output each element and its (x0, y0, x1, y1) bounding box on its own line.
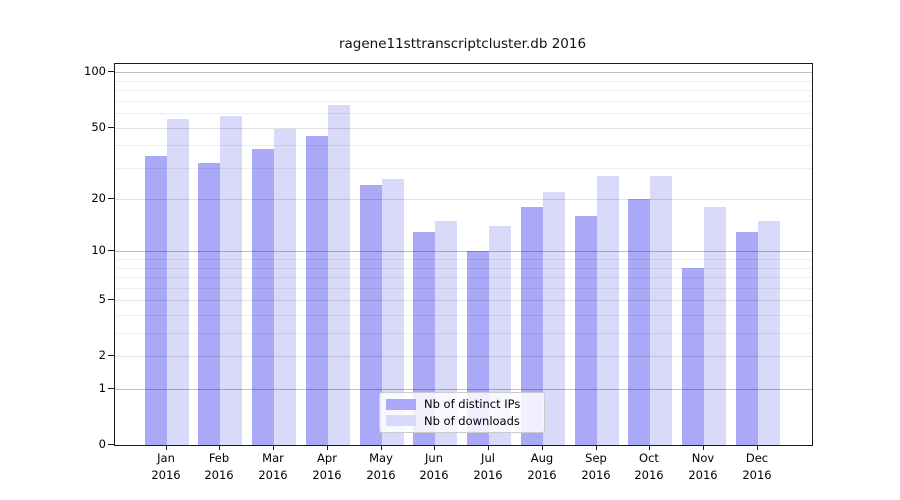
gridline-80 (115, 90, 812, 91)
legend-label-distinct-ips: Nb of distinct IPs (424, 397, 521, 412)
gridline-50 (115, 128, 812, 129)
grid-layer (115, 64, 812, 445)
x-tick-label-oct: Oct 2016 (634, 451, 664, 482)
legend-swatch-distinct-ips (386, 398, 416, 410)
bar-distinct-ips-jan (145, 156, 167, 445)
y-tick-mark-50 (108, 127, 114, 128)
legend: Nb of distinct IPs Nb of downloads (379, 392, 545, 433)
gridline-2 (115, 356, 812, 357)
x-tick-label-jul: Jul 2016 (473, 451, 503, 482)
y-tick-label-10: 10 (91, 243, 106, 257)
y-tick-label-100: 100 (84, 64, 106, 78)
y-tick-label-1: 1 (98, 381, 106, 395)
bar-downloads-apr (328, 105, 350, 445)
gridline-20 (115, 199, 812, 200)
bar-distinct-ips-dec (736, 232, 758, 445)
x-tick-label-nov: Nov 2016 (688, 451, 718, 482)
x-tick-mark-dec (757, 445, 758, 450)
chart-title: ragene11sttranscriptcluster.db 2016 (338, 36, 587, 52)
bar-distinct-ips-mar (252, 149, 274, 445)
x-tick-mark-nov (703, 445, 704, 450)
gridline-100 (115, 72, 812, 73)
gridline-9 (115, 259, 812, 260)
legend-swatch-downloads (386, 415, 416, 427)
y-tick-label-5: 5 (98, 292, 106, 306)
x-tick-label-jun: Jun 2016 (419, 451, 449, 482)
y-tick-mark-5 (108, 299, 114, 300)
x-tick-label-sep: Sep 2016 (581, 451, 611, 482)
gridline-70 (115, 101, 812, 102)
x-tick-label-may: May 2016 (366, 451, 396, 482)
gridline-30 (115, 168, 812, 169)
gridline-6 (115, 288, 812, 289)
x-tick-mark-mar (273, 445, 274, 450)
y-tick-label-20: 20 (91, 191, 106, 205)
x-tick-mark-may (381, 445, 382, 450)
x-tick-mark-aug (542, 445, 543, 450)
y-tick-label-50: 50 (91, 120, 106, 134)
gridline-10 (115, 251, 812, 252)
bar-downloads-oct (650, 176, 672, 445)
y-tick-mark-2 (108, 355, 114, 356)
bar-downloads-dec (758, 221, 780, 445)
x-tick-mark-apr (327, 445, 328, 450)
gridline-4 (115, 315, 812, 316)
bar-downloads-feb (220, 116, 242, 445)
bar-distinct-ips-nov (682, 268, 704, 445)
y-tick-mark-10 (108, 250, 114, 251)
x-tick-mark-feb (219, 445, 220, 450)
bar-distinct-ips-feb (198, 163, 220, 445)
bar-downloads-jan (167, 119, 189, 445)
legend-item-distinct-ips: Nb of distinct IPs (386, 397, 538, 411)
gridline-7 (115, 277, 812, 278)
y-tick-label-0: 0 (98, 437, 106, 451)
y-tick-label-2: 2 (98, 348, 106, 362)
x-tick-mark-jul (488, 445, 489, 450)
bar-distinct-ips-apr (306, 136, 328, 445)
x-tick-mark-jan (166, 445, 167, 450)
y-tick-mark-0 (108, 444, 114, 445)
x-tick-label-mar: Mar 2016 (258, 451, 288, 482)
bar-downloads-mar (274, 129, 296, 445)
gridline-3 (115, 333, 812, 334)
gridline-90 (115, 81, 812, 82)
bars-layer (115, 64, 812, 445)
x-tick-label-feb: Feb 2016 (204, 451, 234, 482)
gridline-40 (115, 145, 812, 146)
gridline-60 (115, 113, 812, 114)
y-tick-mark-100 (108, 71, 114, 72)
plot-area (114, 63, 813, 446)
gridline-1 (115, 389, 812, 390)
x-tick-label-dec: Dec 2016 (742, 451, 772, 482)
bar-distinct-ips-sep (575, 216, 597, 445)
x-tick-mark-sep (596, 445, 597, 450)
legend-item-downloads: Nb of downloads (386, 414, 538, 428)
bar-downloads-sep (597, 176, 619, 445)
legend-label-downloads: Nb of downloads (424, 413, 520, 428)
x-tick-label-apr: Apr 2016 (312, 451, 342, 482)
bar-distinct-ips-oct (628, 199, 650, 445)
x-tick-mark-oct (649, 445, 650, 450)
gridline-5 (115, 300, 812, 301)
y-tick-mark-1 (108, 388, 114, 389)
gridline-8 (115, 268, 812, 269)
x-tick-mark-jun (434, 445, 435, 450)
bar-downloads-aug (543, 192, 565, 445)
y-tick-mark-20 (108, 198, 114, 199)
x-tick-label-aug: Aug 2016 (527, 451, 557, 482)
bar-downloads-nov (704, 207, 726, 445)
x-tick-label-jan: Jan 2016 (151, 451, 181, 482)
